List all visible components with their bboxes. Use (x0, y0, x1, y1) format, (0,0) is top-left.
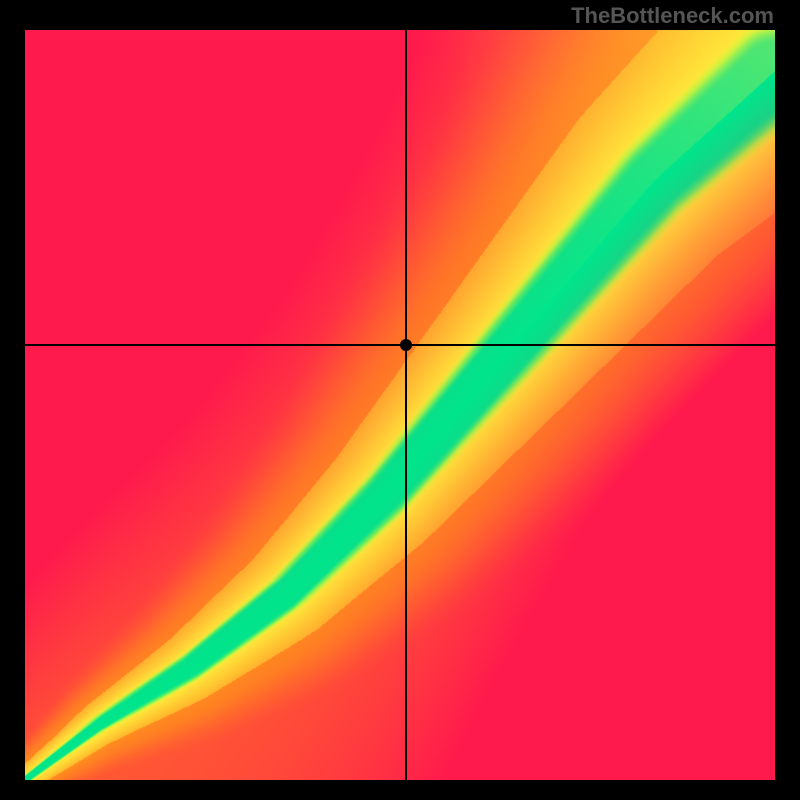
crosshair-vertical (405, 30, 407, 780)
chart-container: TheBottleneck.com (0, 0, 800, 800)
bottleneck-heatmap (25, 30, 775, 780)
crosshair-marker[interactable] (400, 339, 412, 351)
watermark-text: TheBottleneck.com (571, 3, 774, 29)
